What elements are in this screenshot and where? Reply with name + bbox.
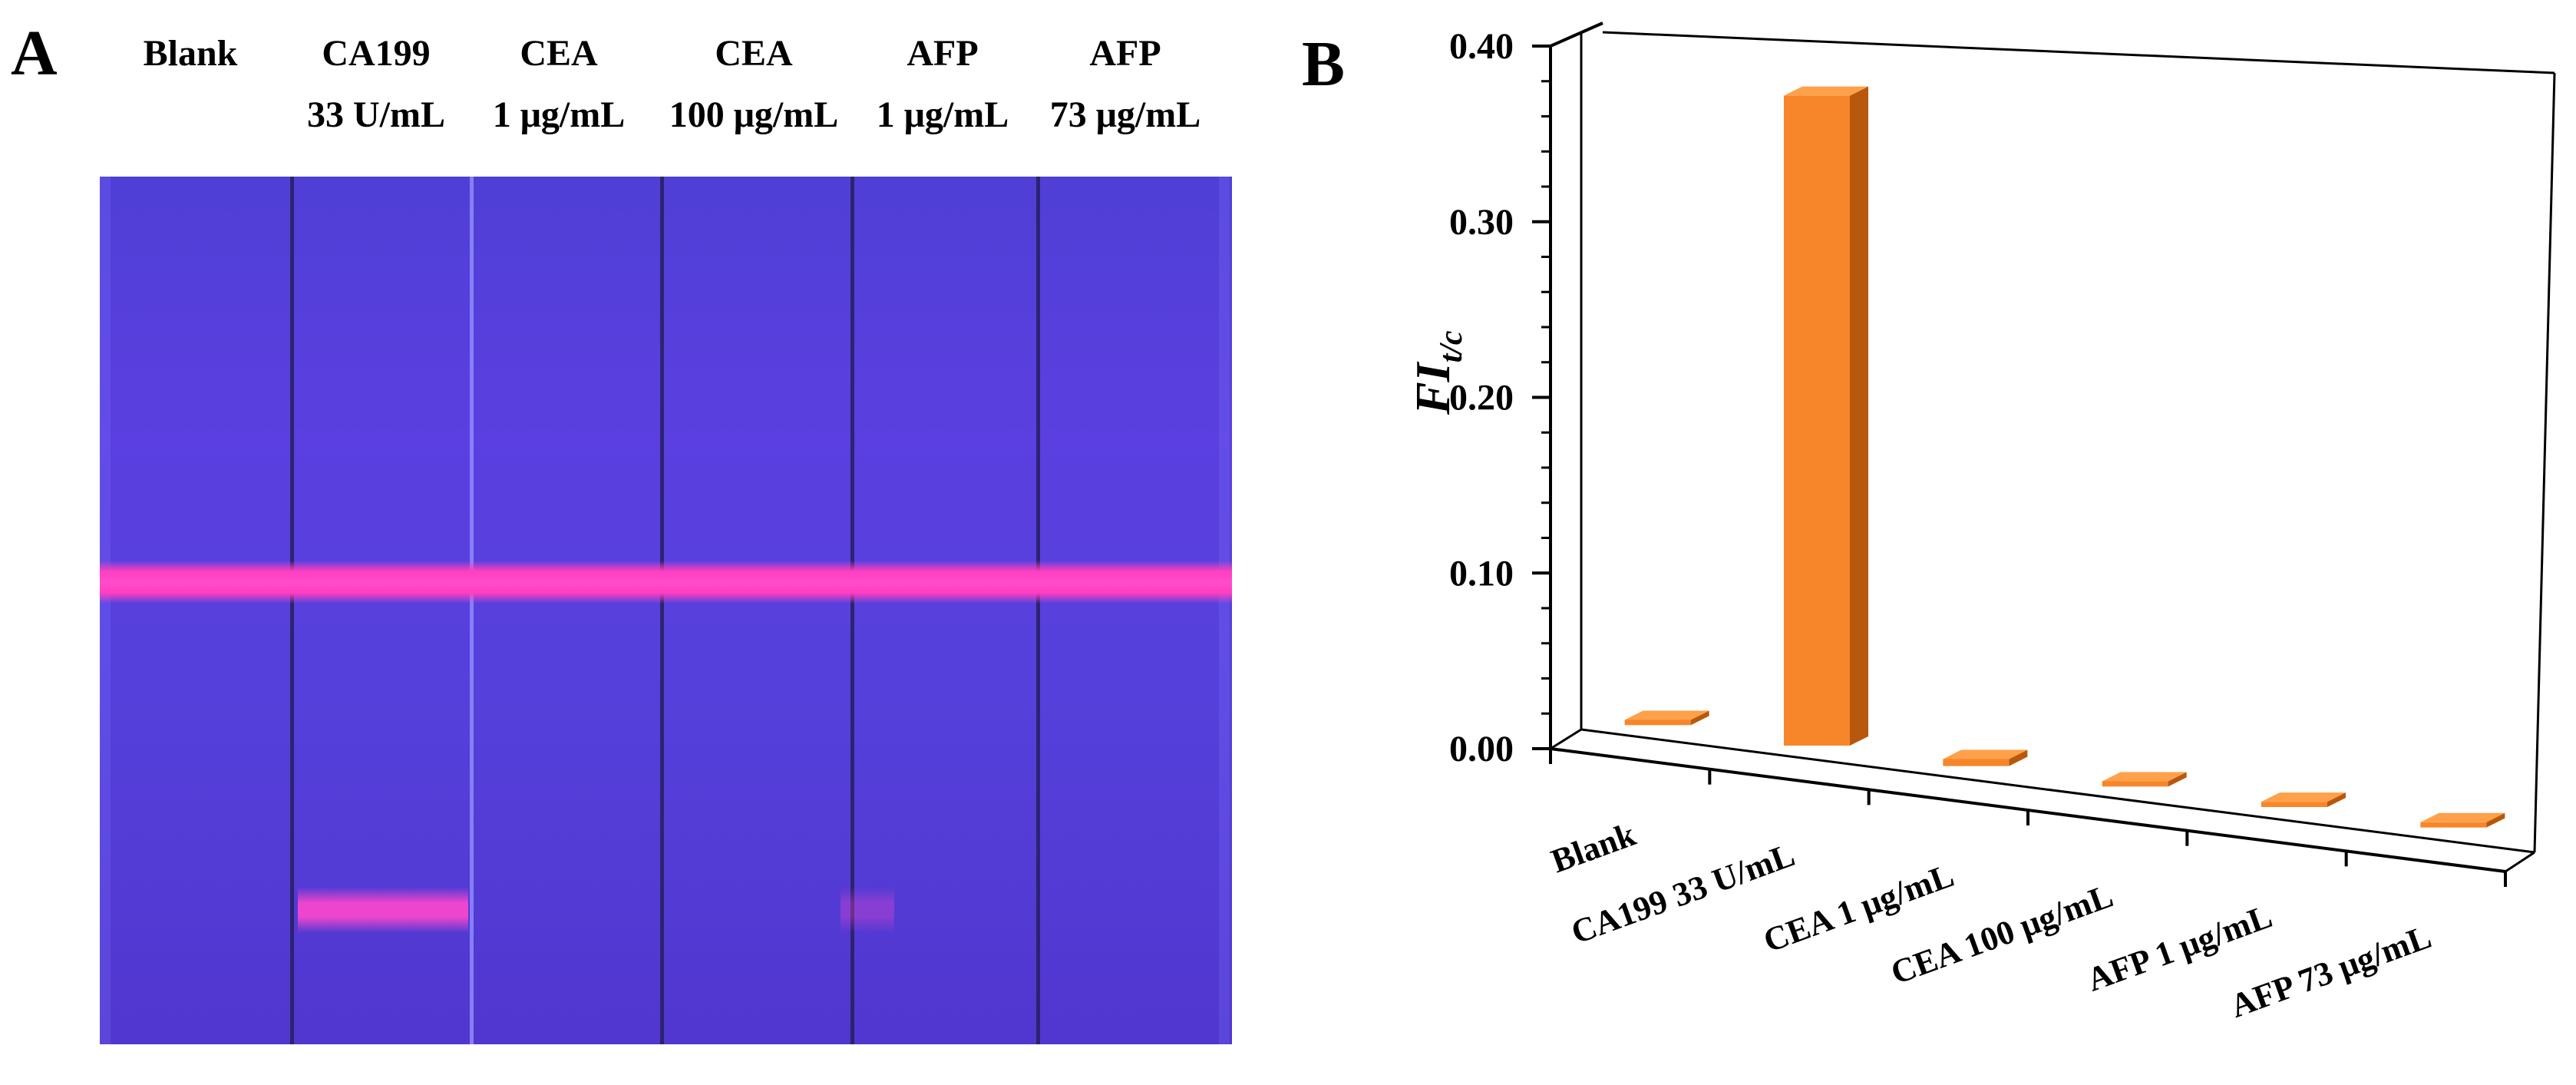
bar-side [1690,710,1709,726]
x-axis-ticks [1549,749,2507,887]
control-line [100,561,1232,604]
column-header-line2: 100 μg/mL [669,94,839,135]
bar [2102,781,2168,787]
bar [1624,719,1691,726]
y-axis-title-sub: t/c [1434,330,1469,362]
strip-divider [660,177,664,1044]
y-tick-label: 0.40 [1449,26,1514,67]
bar [2261,802,2327,807]
column-header-line1: CA199 [322,33,431,74]
column-header-line2: 73 μg/mL [1049,94,1201,135]
column-header-line1: CEA [715,33,793,74]
bar-top [1624,710,1709,720]
test-line-ca199 [298,887,468,933]
column-header-cea-100: CEA 100 μg/mL [654,23,854,146]
top-left-edge [1550,22,1603,48]
bar-side [2327,792,2346,807]
strip-divider [290,177,294,1044]
y-tick-label: 0.10 [1449,553,1514,594]
bar [2420,822,2487,828]
chart-frame [1549,22,2556,873]
y-axis-ticks [1532,45,1551,750]
test-line-faint [841,887,894,933]
y-tick-labels: 0.00 0.10 0.20 0.30 0.40 [1449,26,1514,769]
y-tick-label: 0.20 [1449,378,1514,418]
bar-top [1943,749,2028,759]
strip-divider [850,177,854,1044]
column-header-line2: 1 μg/mL [492,94,626,135]
bar-top [1784,86,1868,96]
column-header-cea-1: CEA 1 μg/mL [459,23,659,146]
bars [1624,86,2505,828]
strip-highlight [1219,177,1230,1044]
y-tick-label: 0.00 [1449,729,1514,769]
y-tick-label: 0.30 [1449,202,1514,243]
bar-top [2420,812,2505,822]
column-header-line1: CEA [520,33,598,74]
bar [1943,759,2010,766]
column-header-blank: Blank [91,23,290,84]
panel-b-letter: B [1302,28,1346,100]
panel-a-letter: A [11,18,58,89]
strip-highlight [100,177,111,1044]
floor-left-edge [1550,728,1582,750]
column-header-line1: Blank [143,33,238,74]
column-header-ca199: CA199 33 U/mL [276,23,476,146]
column-header-line2: 1 μg/mL [876,94,1009,135]
bar-top [2261,792,2346,802]
bar-side [2168,772,2187,787]
test-strip-photo [100,177,1232,1044]
bar-side [2009,749,2028,766]
column-header-line1: AFP [1089,33,1161,74]
floor-right-edge [2505,851,2535,873]
bar-side [1850,86,1868,746]
y-axis-title: FIt/c [1405,330,1469,415]
column-header-line1: AFP [907,33,979,74]
y-axis-title-main: FI [1405,361,1460,415]
column-header-line2: 33 U/mL [307,94,445,135]
back-top-edge [1602,31,2555,74]
column-header-afp-73: AFP 73 μg/mL [1025,23,1225,146]
strip-divider [1036,177,1040,1044]
bar-top [2102,772,2187,782]
bar-side [2486,812,2505,828]
column-header-afp-1: AFP 1 μg/mL [843,23,1042,146]
back-right-edge [2533,72,2556,853]
strip-divider [470,177,474,1044]
x-category-label: Blank [1547,815,1641,881]
floor-back-edge [1580,728,2535,854]
bar [1784,95,1850,746]
